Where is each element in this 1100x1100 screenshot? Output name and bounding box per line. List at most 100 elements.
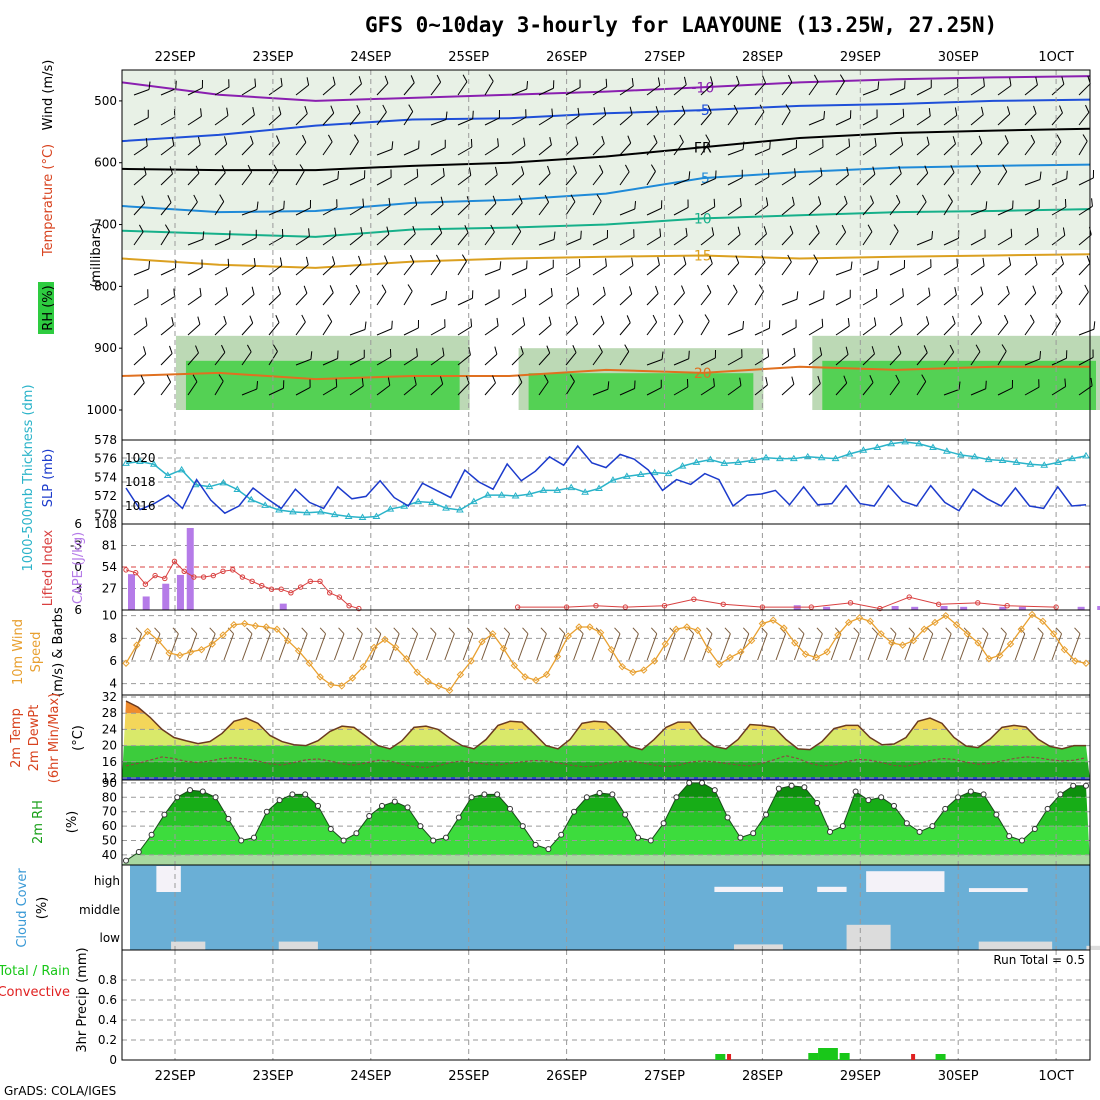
wind-barb-feather [1093,321,1096,330]
wind-barb-feather [526,80,529,90]
rh-point [1083,782,1089,789]
wind-barb [268,142,280,156]
wind-barb-feather [634,200,637,210]
thickness-point [817,453,826,461]
cape-bar [823,606,831,610]
temperature-contour [121,98,1091,143]
wind-barb [977,633,989,661]
wind-speed-point [704,645,713,654]
wind-barb-feather [543,374,549,383]
wind-barb [646,321,658,336]
wind-speed-point [381,635,389,644]
wind-barb [970,85,985,96]
wind-speed-point [877,630,885,638]
wind-barb-feather [472,110,474,119]
wind-barb-feather [1062,227,1066,236]
wind-barb-feather [632,627,639,635]
wind-speed-point [273,625,281,633]
wind-barb-feather [442,347,445,356]
wind-barb [295,321,306,336]
wind-barb-feather [362,198,365,207]
wind-barb [295,171,305,186]
wind-barb [511,324,525,336]
wind-barb [970,237,986,246]
wind-barb-feather [523,137,526,146]
wind-speed-point [747,636,756,645]
wind-barb [565,352,577,366]
wind-barb-feather [388,197,391,206]
wind-barb-feather [384,75,389,84]
precip-tick-label: 0.8 [98,973,117,987]
wind-barb-feather [540,627,547,635]
wind-barb-feather [1033,105,1037,114]
wind-barb [970,208,987,216]
wind-barb-feather [704,314,710,322]
temp-tick-label: 28 [102,706,117,720]
date-label-top: 23SEP [252,50,293,65]
wind-barb [214,201,225,216]
wind-barb-feather [788,74,793,83]
wind-speed-point [586,623,594,631]
wind-barb [646,359,663,366]
wind-barb [646,387,662,396]
lifted-index-late-point [593,603,599,609]
thickness-point [511,492,520,499]
lifted-index-point [162,575,168,582]
wind-barb [673,178,690,186]
wind-tick-label: 6 [109,654,117,668]
wind-tick-label: 8 [109,631,117,645]
wind-barb-feather [522,627,529,635]
wind-barb [403,262,415,276]
wind-barb-feather [164,224,170,232]
wind-barb [646,142,658,156]
wind-barb [187,201,198,216]
wind-barb [619,351,630,366]
wind-barb [754,291,764,306]
wind-barb [889,267,905,276]
wind-barb-feather [685,227,688,236]
date-axis-top: 22SEP 23SEP 24SEP 25SEP 26SEP 27SEP 28SEP 29SEP… [155,50,1074,65]
wind-barb [1024,321,1035,336]
wind-barb-feather [547,165,551,174]
wind-barb [484,202,497,216]
wind-barb-feather [908,627,915,635]
wind-barb-feather [653,135,658,143]
rh-point [507,805,513,812]
slp-axis-label: SLP (mb) [41,449,56,508]
thickness-point [525,490,534,497]
date-label-top: 28SEP [742,50,783,65]
wind-barb [349,291,361,306]
wind-barb [970,293,984,306]
wind-barb-feather [166,374,172,383]
wind-barb [538,116,553,126]
wind-barb [214,143,228,156]
rh-point [724,814,731,821]
rh-point [263,808,270,815]
rh-point [1006,833,1013,840]
wind-barb [187,115,202,126]
wind-barb-feather [521,166,525,175]
rh-point [481,791,488,798]
wind-barb [511,231,522,246]
wind-barb [295,113,308,126]
lifted-index-late-point [975,600,981,606]
wind-barb-feather [575,136,579,145]
temperature-contour [121,253,1091,269]
rh-point [379,802,385,809]
wind-barb [160,381,172,396]
wind-speed-point [402,655,411,663]
wind-barb-feather [503,627,510,635]
wind-barb-feather [468,347,471,356]
rh-point [763,811,769,818]
temp-axis-label-units: (°C) [71,725,86,751]
wind-barb [619,388,635,396]
wind-barb-feather [279,257,283,266]
wind-barb [781,327,797,336]
rh-tick-label: 50 [102,834,117,848]
wind-barb [214,238,230,246]
wind-barb [403,82,415,96]
rh-point [494,791,501,798]
wind-barb-feather [200,108,202,117]
wind-barb-feather [573,165,577,174]
wind-barb [727,149,744,156]
